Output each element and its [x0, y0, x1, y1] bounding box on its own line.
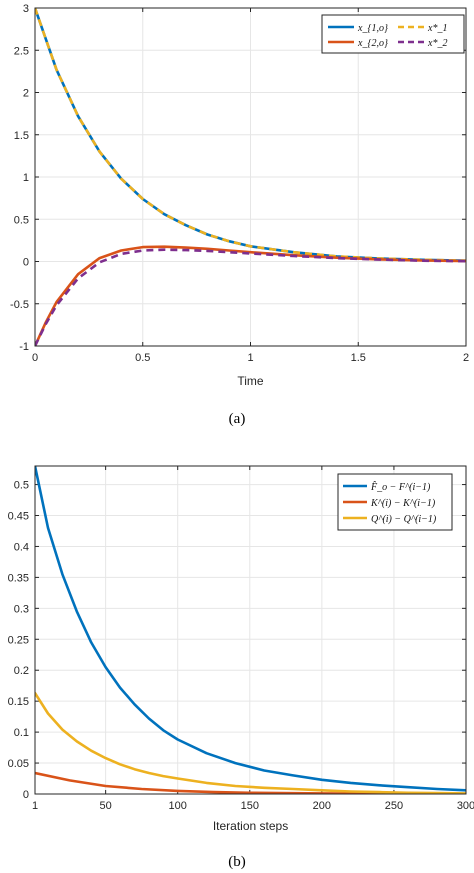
y-tick-label: 2.5 [14, 45, 29, 57]
y-tick-label: 0.25 [8, 634, 29, 646]
y-tick-label: 0 [23, 257, 29, 269]
axes-box [34, 465, 467, 795]
series-line-0 [35, 466, 466, 792]
x-tick-label: 250 [385, 800, 403, 812]
y-tick-label: 0.05 [8, 758, 29, 770]
y-tick-label: 0.5 [14, 214, 29, 226]
x-axis-label: Time [237, 374, 264, 388]
x-tick-label: 1 [32, 800, 38, 812]
x-tick-label: 0.5 [135, 352, 150, 364]
y-tick-label: -1 [19, 341, 29, 353]
y-tick-label: 0.3 [14, 603, 29, 615]
x-tick-label: 200 [313, 800, 331, 812]
x-tick-label: 1.5 [351, 352, 366, 364]
figure-caption: (b) [228, 854, 246, 870]
chart-a: 0 0.5 1 1.5 2 -1 -0.5 0 0.5 1 1.5 2 2.5 3 Time (a) x_{1,… [10, 3, 469, 427]
y-tick-label: 1 [23, 172, 29, 184]
y-tick-label: 0.5 [14, 480, 29, 492]
y-tick-label: 0 [23, 789, 29, 801]
legend-label-1: x*_1 [427, 23, 447, 34]
y-tick-label: 2 [23, 88, 29, 100]
y-tick-label: 3 [23, 3, 29, 15]
y-tick-label: 0.4 [14, 541, 29, 553]
legend-box [321, 14, 465, 54]
x-axis-label: Iteration steps [213, 819, 288, 833]
x-tick-label: 1 [247, 352, 253, 364]
y-tick-label: 1.5 [14, 130, 29, 142]
legend-label-0: x_{1,o} [357, 23, 388, 34]
x-tick-label: 300 [457, 800, 474, 812]
x-tick-label: 50 [100, 800, 112, 812]
axes-box [34, 7, 467, 347]
series-line-2 [35, 691, 466, 794]
y-tick-label: -0.5 [10, 299, 29, 311]
series-line-3 [35, 248, 466, 346]
y-tick-label: 0.15 [8, 696, 29, 708]
x-tick-label: 0 [32, 352, 38, 364]
legend-label-2: Q^(i) − Q^(i−1) [371, 514, 437, 525]
chart-b: 1 50 100 150 200 250 30000.050.10.150.20.250.3… [8, 465, 474, 870]
y-tick-label: 0.45 [8, 511, 29, 523]
y-tick-label: 0.35 [8, 572, 29, 584]
legend: F̂_o − F^(i−1) K^(i) − K^(i−1) Q^(i) − Q^(… [337, 473, 453, 531]
y-tick-label: 0.2 [14, 665, 29, 677]
x-tick-label: 150 [241, 800, 259, 812]
x-tick-label: 2 [463, 352, 469, 364]
legend-label-1: K^(i) − K^(i−1) [370, 498, 436, 509]
legend-label-2: x_{2,o} [357, 38, 388, 49]
x-tick-label: 100 [169, 800, 187, 812]
legend-label-0: F̂_o − F^(i−1) [370, 480, 431, 493]
y-tick-label: 0.1 [14, 727, 29, 739]
legend-label-3: x*_2 [427, 38, 447, 49]
figure-caption: (a) [229, 411, 246, 427]
legend: x_{1,o} x*_1 x_{2,o} x*_2 [321, 14, 465, 54]
